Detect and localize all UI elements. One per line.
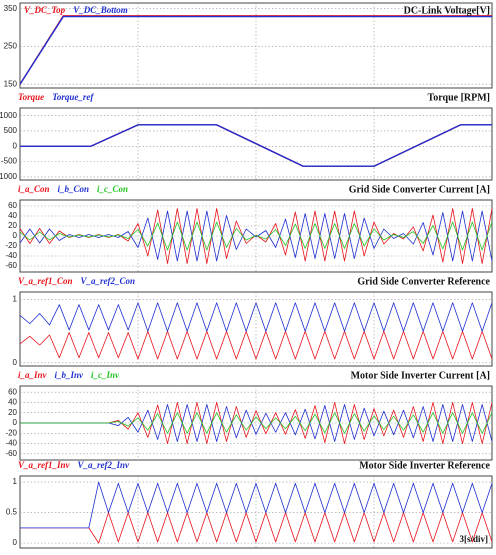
y-tick-label: 60 (8, 387, 17, 396)
legend-entry: i_a_Inv (18, 370, 48, 380)
legend-entry: V_DC_Top (24, 5, 66, 15)
series-line (19, 302, 493, 332)
series-line (20, 124, 492, 167)
y-tick-label: -60 (5, 449, 17, 458)
legend-entry: i_a_Con (18, 184, 50, 194)
y-tick-label: 0 (13, 231, 18, 240)
panel-title: Grid Side Converter Current [A] (349, 184, 490, 195)
legend-entry: V_a_ref1_Con (18, 276, 73, 286)
panel-title: Torque [RPM] (428, 92, 491, 103)
series-line (20, 412, 493, 434)
y-tick-label: -1000 (0, 172, 18, 181)
legend-entry: i_c_Inv (91, 370, 120, 380)
y-tick-label: -20 (5, 241, 17, 250)
legend-entry: i_b_Inv (55, 370, 85, 380)
series-line (20, 481, 493, 529)
y-tick-label: 150 (4, 79, 18, 88)
legend-entry: V_a_ref1_Inv (18, 460, 71, 470)
y-tick-label: 40 (8, 211, 17, 220)
panel-title: Grid Side Converter Reference (357, 276, 490, 287)
y-tick-label: 350 (4, 4, 18, 13)
legend-entry: Torque (18, 92, 44, 102)
series-line (20, 512, 493, 544)
series-line (19, 15, 492, 85)
panel-title: Motor Side Inverter Current [A] (351, 370, 490, 381)
y-tick-label: -20 (5, 428, 17, 437)
series-line (19, 208, 493, 264)
y-tick-label: 1000 (0, 111, 18, 120)
series-line (19, 330, 493, 360)
y-tick-label: 250 (4, 42, 18, 51)
y-tick-label: 40 (8, 398, 17, 407)
legend-entry: V_a_ref2_Con (81, 276, 136, 286)
y-tick-label: 1 (13, 477, 18, 486)
y-tick-label: 0 (13, 538, 18, 547)
legend-entry: V_DC_Bottom (73, 5, 128, 15)
y-tick-label: 0 (13, 418, 18, 427)
panel-title: DC-Link Voltage[V] (404, 5, 490, 16)
series-line (19, 210, 493, 262)
annotation: 3[s/div] (459, 534, 488, 544)
legend-entry: Torque_ref (52, 92, 94, 102)
y-tick-label: -60 (5, 261, 17, 270)
y-tick-label: 0.5 (6, 508, 18, 517)
y-tick-label: -40 (5, 251, 17, 260)
y-tick-label: -40 (5, 439, 17, 448)
panel-title: Motor Side Inverter Reference (359, 460, 490, 471)
legend-entry: V_a_ref2_Inv (78, 460, 131, 470)
legend-entry: i_c_Con (97, 184, 128, 194)
y-tick-label: 20 (8, 221, 17, 230)
y-tick-label: 1 (13, 295, 18, 304)
series-line (19, 221, 493, 251)
y-tick-label: 0 (13, 358, 18, 367)
y-tick-label: 20 (8, 408, 17, 417)
y-tick-label: 60 (8, 201, 17, 210)
y-tick-label: 500 (4, 126, 18, 135)
legend-entry: i_b_Con (58, 184, 90, 194)
y-tick-label: -500 (1, 157, 18, 166)
y-tick-label: 0 (13, 141, 18, 150)
